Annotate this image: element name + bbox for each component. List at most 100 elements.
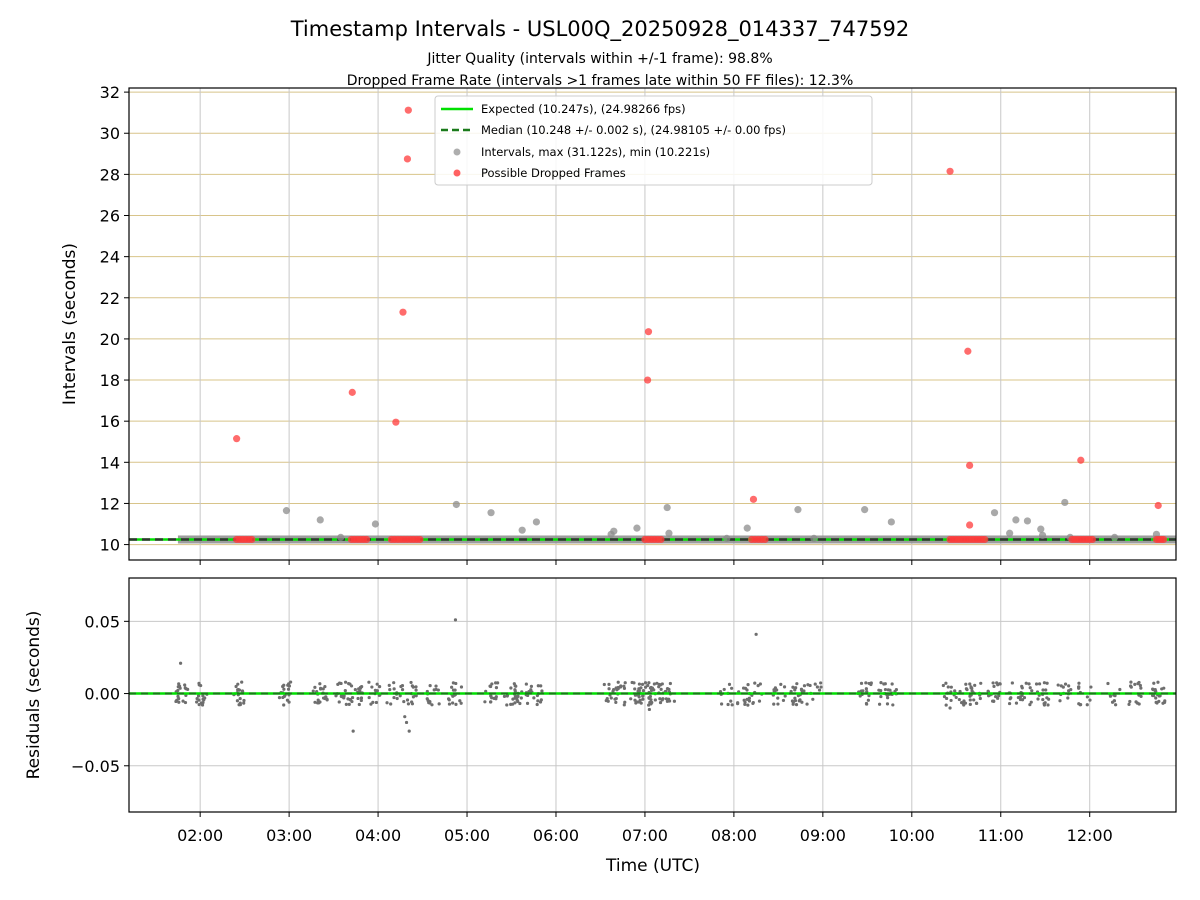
residual-point <box>286 687 291 691</box>
residual-point <box>458 699 462 703</box>
residual-point <box>639 686 643 690</box>
residual-point <box>867 681 871 686</box>
residual-point <box>1152 681 1156 685</box>
residual-point <box>942 695 947 699</box>
residual-point <box>877 702 882 706</box>
residual-point <box>1046 703 1050 707</box>
residual-point <box>609 696 613 700</box>
residual-point <box>633 687 637 691</box>
residual-point <box>183 700 188 705</box>
residual-point <box>618 685 623 689</box>
residual-point <box>459 685 464 689</box>
legend-median: Median (10.248 +/- 0.002 s), (24.98105 +… <box>481 123 786 137</box>
residual-point <box>337 700 341 704</box>
residual-point <box>199 683 203 688</box>
residual-point <box>488 700 493 704</box>
residual-point <box>538 700 543 704</box>
residual-point <box>992 684 996 689</box>
residual-point <box>605 697 609 701</box>
intervals-ytick-label: 22 <box>100 289 120 308</box>
legend-dropped-marker <box>453 169 461 177</box>
x-axis-label: Time (UTC) <box>605 856 700 876</box>
residual-point <box>991 681 995 685</box>
residuals-series <box>129 618 1176 733</box>
residual-point <box>323 685 327 689</box>
residual-point <box>634 701 638 705</box>
residual-point <box>647 703 651 707</box>
residual-point <box>342 694 346 698</box>
residual-point <box>1036 697 1040 701</box>
interval-point <box>487 509 495 517</box>
residual-point <box>864 701 869 706</box>
residual-point <box>1069 687 1073 692</box>
residual-point <box>794 703 799 707</box>
interval-point <box>861 506 869 514</box>
residual-point <box>611 688 616 692</box>
residual-point <box>347 702 351 706</box>
residual-point <box>730 686 734 690</box>
residual-point <box>1041 697 1045 702</box>
residual-point <box>197 702 201 707</box>
residual-point <box>281 684 285 689</box>
residuals-y-label: Residuals (seconds) <box>24 611 44 780</box>
residual-point <box>414 688 418 692</box>
residual-point <box>641 697 645 701</box>
residual-point <box>727 682 732 686</box>
residual-point <box>529 688 533 692</box>
residual-point <box>661 697 665 701</box>
residual-point <box>367 695 371 700</box>
residual-point <box>437 702 441 706</box>
intervals-ytick-label: 14 <box>100 453 120 472</box>
residual-point <box>637 700 641 704</box>
residual-point <box>1034 682 1039 686</box>
residual-point <box>969 686 973 690</box>
residual-point <box>779 682 783 686</box>
residual-point <box>453 618 458 622</box>
residual-point <box>511 697 515 701</box>
residual-point <box>1156 680 1160 684</box>
dropped-frame-point <box>981 535 989 544</box>
residual-point <box>1085 695 1089 699</box>
residual-point <box>975 701 979 705</box>
residual-point <box>339 694 343 698</box>
residual-point <box>494 697 498 701</box>
residual-point <box>516 699 520 704</box>
residuals-ytick-label: 0.05 <box>84 612 120 631</box>
residual-point <box>776 696 780 700</box>
residual-point <box>426 698 430 703</box>
residual-point <box>1061 685 1065 689</box>
intervals-x-ticks <box>199 560 1091 565</box>
residual-point <box>640 682 645 686</box>
residual-point <box>240 680 244 684</box>
residual-point <box>536 699 540 703</box>
residual-point <box>407 729 411 733</box>
residual-point <box>623 700 627 704</box>
dropped-frame-point <box>362 535 371 544</box>
residual-point <box>489 694 493 698</box>
residual-point <box>1139 686 1143 690</box>
x-tick-label: 02:00 <box>177 826 223 845</box>
residual-point <box>958 689 962 694</box>
intervals-ytick-label: 16 <box>100 412 120 431</box>
residual-point <box>893 689 897 694</box>
residual-point <box>518 701 522 706</box>
residual-point <box>772 688 776 692</box>
residual-point <box>313 700 317 704</box>
residual-point <box>757 699 762 703</box>
residual-point <box>318 682 322 686</box>
residual-point <box>613 697 617 701</box>
residual-point <box>729 699 733 703</box>
residual-point <box>623 681 627 685</box>
residual-point <box>1088 698 1092 702</box>
residual-point <box>1161 701 1165 705</box>
residual-point <box>343 689 347 693</box>
interval-point <box>1037 525 1045 533</box>
residuals-ytick-label: 0.00 <box>84 685 120 704</box>
residual-point <box>453 688 457 692</box>
residual-point <box>961 701 965 706</box>
residual-point <box>505 703 509 707</box>
intervals-axes-frame <box>128 87 1177 561</box>
interval-point <box>316 516 324 524</box>
residual-point <box>607 687 611 691</box>
legend-dropped: Possible Dropped Frames <box>481 166 626 180</box>
